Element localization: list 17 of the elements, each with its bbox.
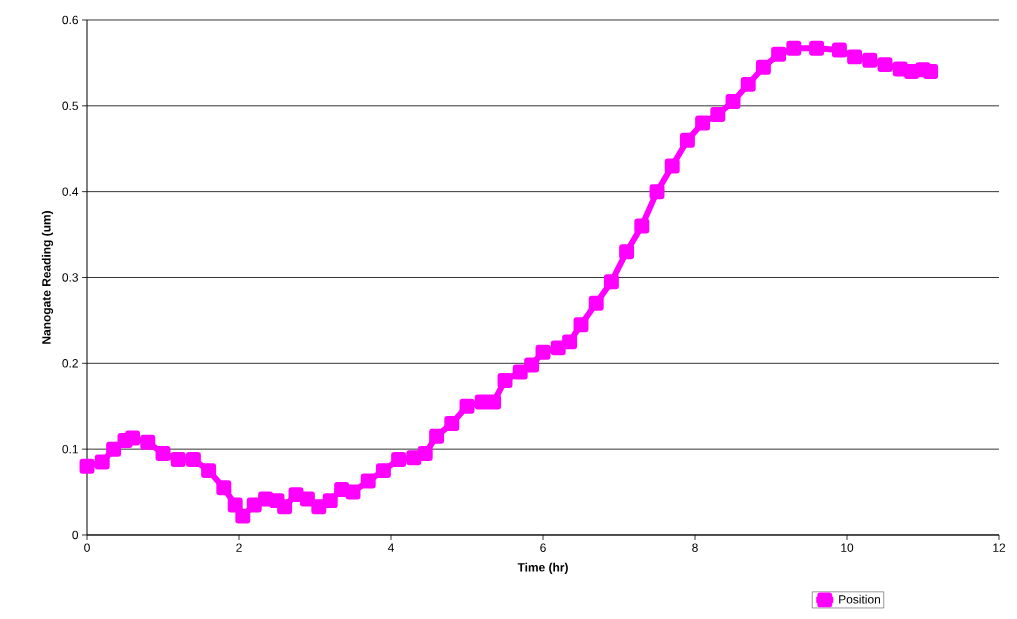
x-tick-label: 8: [692, 543, 698, 552]
y-tick-label: 0.4: [62, 187, 79, 196]
y-tick-label: 0.5: [62, 101, 78, 111]
y-axis-title: Nanogate Reading (um): [41, 211, 54, 344]
legend-label: Position: [839, 594, 880, 604]
x-tick-label: 0: [84, 543, 90, 552]
x-tick-label: 4: [387, 543, 394, 552]
y-tick-label: 0.6: [62, 15, 78, 25]
y-tick-label: 0.1: [62, 444, 78, 454]
x-tick-label: 6: [540, 543, 546, 552]
x-tick-label: 12: [993, 543, 1006, 552]
x-tick-label: 2: [236, 543, 242, 552]
x-tick-label: 10: [841, 543, 854, 552]
y-tick-label: 0.3: [62, 273, 78, 282]
y-tick-label: 0: [72, 530, 79, 540]
x-axis-title: Time (hr): [517, 562, 568, 574]
y-tick-label: 0.2: [62, 359, 78, 368]
